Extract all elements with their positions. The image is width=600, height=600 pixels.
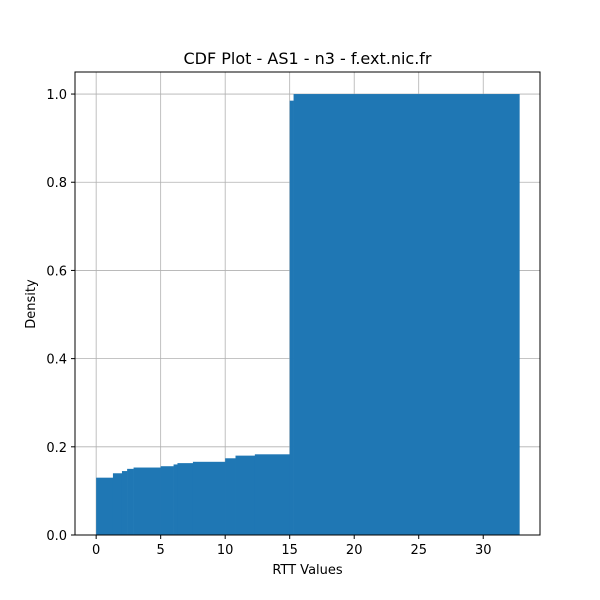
x-tick-label: 0 (92, 543, 100, 558)
x-tick-label: 5 (157, 543, 165, 558)
plot-frame (74, 71, 541, 536)
x-tick-label: 20 (346, 543, 363, 558)
x-tick-label: 10 (217, 543, 234, 558)
bars (96, 94, 520, 536)
cdf-bar (254, 454, 290, 535)
cdf-bar (235, 455, 256, 535)
cdf-bar (293, 94, 520, 536)
x-tick-label: 15 (281, 543, 298, 558)
x-tick-label: 25 (410, 543, 427, 558)
cdf-bar (96, 477, 114, 535)
y-tick-label: 1.0 (46, 88, 67, 103)
chart-title: CDF Plot - AS1 - n3 - f.ext.nic.fr (184, 49, 432, 68)
y-tick-label: 0.8 (46, 176, 67, 191)
cdf-bar (160, 466, 174, 535)
cdf-bar (127, 468, 134, 535)
axis-ticks: 0 5 10 15 20 25 30 0.0 0.2 0.4 0.6 0.8 1.0 (46, 88, 491, 558)
y-tick-label: 0.4 (46, 353, 67, 368)
cdf-bar (177, 463, 194, 535)
y-tick-label: 0.2 (46, 441, 67, 456)
cdf-bar (173, 464, 178, 535)
y-tick-label: 0.6 (46, 264, 67, 279)
cdf-bar (225, 458, 236, 535)
x-axis-label: RTT Values (272, 563, 343, 578)
cdf-bar (121, 471, 128, 535)
y-tick-label: 0.0 (46, 529, 67, 544)
cdf-bar (112, 473, 123, 535)
x-tick-label: 30 (475, 543, 492, 558)
y-axis-label: Density (24, 279, 39, 329)
cdf-bar (289, 100, 294, 536)
cdf-bar (133, 467, 161, 535)
cdf-bar (192, 461, 226, 535)
